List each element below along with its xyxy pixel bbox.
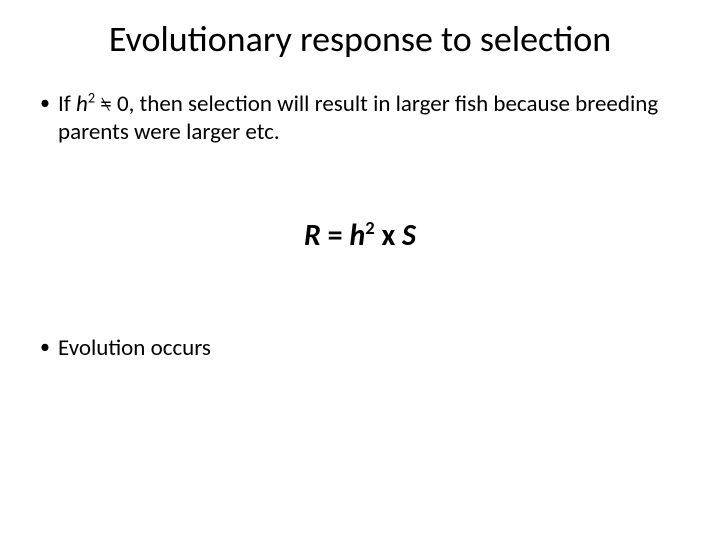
slide-body: • If h2 = 0, then selection will result …	[0, 60, 720, 363]
not-equal-symbol: =	[100, 90, 111, 119]
equation: R = h2 x S	[40, 217, 680, 254]
b1-prefix: If	[58, 90, 76, 118]
bullet-marker: •	[40, 90, 58, 117]
eq-mid: x	[375, 217, 402, 254]
bullet-marker: •	[40, 334, 58, 361]
eq-S: S	[402, 217, 416, 254]
bullet-text-2: Evolution occurs	[58, 334, 680, 363]
eq-eq: =	[321, 217, 350, 254]
slide-title: Evolutionary response to selection	[0, 0, 720, 60]
bullet-item-2: • Evolution occurs	[40, 334, 680, 363]
b1-tail: 0, then selection will result in larger …	[58, 90, 658, 147]
eq-h: h	[349, 217, 365, 254]
eq-sup: 2	[365, 216, 374, 239]
bullet-item-1: • If h2 = 0, then selection will result …	[40, 90, 680, 148]
eq-R: R	[304, 217, 321, 254]
b1-sup: 2	[88, 88, 95, 106]
bullet-text-1: If h2 = 0, then selection will result in…	[58, 90, 680, 148]
b1-h: h	[76, 90, 88, 118]
